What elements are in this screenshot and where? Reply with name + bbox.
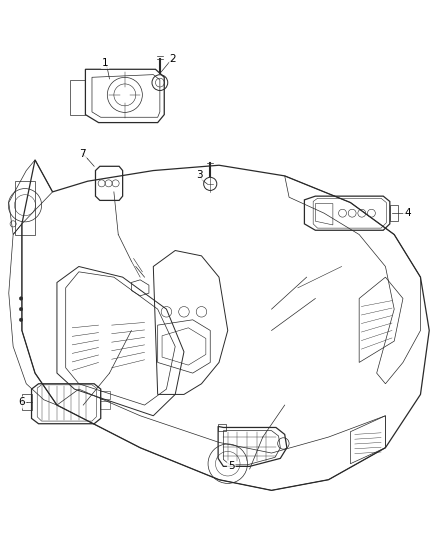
Text: 2: 2: [170, 54, 177, 63]
Bar: [21, 394, 32, 410]
Circle shape: [19, 308, 23, 311]
Bar: [100, 391, 110, 399]
Text: 7: 7: [79, 149, 86, 158]
Text: 3: 3: [196, 170, 203, 180]
Text: 6: 6: [18, 398, 25, 407]
Text: 5: 5: [228, 462, 235, 471]
Circle shape: [19, 318, 23, 321]
Text: 1: 1: [102, 58, 109, 68]
Bar: [71, 80, 85, 115]
Bar: [218, 424, 226, 431]
Text: 4: 4: [404, 208, 411, 218]
Bar: [100, 401, 110, 409]
Circle shape: [19, 297, 23, 300]
Bar: [390, 205, 398, 221]
